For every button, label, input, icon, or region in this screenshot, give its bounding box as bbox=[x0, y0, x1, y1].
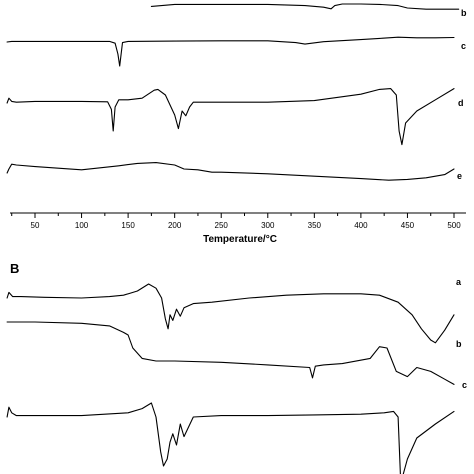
x-tick-label-250: 250 bbox=[215, 221, 229, 230]
x-tick-label-150: 150 bbox=[121, 221, 135, 230]
curve-a-b bbox=[150, 3, 460, 10]
curve-a-d bbox=[6, 88, 455, 146]
panel-a: b c d e 50 100 150 200 250 300 350 400 450 500 Te… bbox=[6, 3, 467, 245]
curve-a-e bbox=[6, 162, 455, 181]
panel-b: B a b c bbox=[6, 261, 467, 474]
x-tick-label-500: 500 bbox=[447, 221, 461, 230]
panel-label-b: B bbox=[10, 261, 19, 276]
curve-label-b-a: a bbox=[456, 277, 462, 287]
x-tick-label-350: 350 bbox=[308, 221, 322, 230]
curve-label-a-b: b bbox=[461, 8, 467, 18]
curve-label-b-b: b bbox=[456, 339, 462, 349]
curve-a-c bbox=[6, 36, 455, 67]
x-tick-label-200: 200 bbox=[168, 221, 182, 230]
curve-label-a-c: c bbox=[461, 41, 466, 51]
curve-label-b-c: c bbox=[462, 380, 467, 390]
curve-label-a-e: e bbox=[457, 171, 462, 181]
x-tick-label-400: 400 bbox=[354, 221, 368, 230]
x-axis-title: Temperature/°C bbox=[203, 234, 277, 245]
curve-b-a bbox=[6, 283, 455, 344]
x-tick-label-300: 300 bbox=[261, 221, 275, 230]
curve-b-c bbox=[6, 402, 455, 474]
x-tick-label-450: 450 bbox=[401, 221, 415, 230]
curve-b-b bbox=[6, 321, 455, 385]
curve-label-a-d: d bbox=[458, 98, 464, 108]
x-tick-label-100: 100 bbox=[75, 221, 89, 230]
x-ticks-a: 50 100 150 200 250 300 350 400 450 500 bbox=[11, 213, 461, 230]
x-tick-label-50: 50 bbox=[31, 221, 40, 230]
